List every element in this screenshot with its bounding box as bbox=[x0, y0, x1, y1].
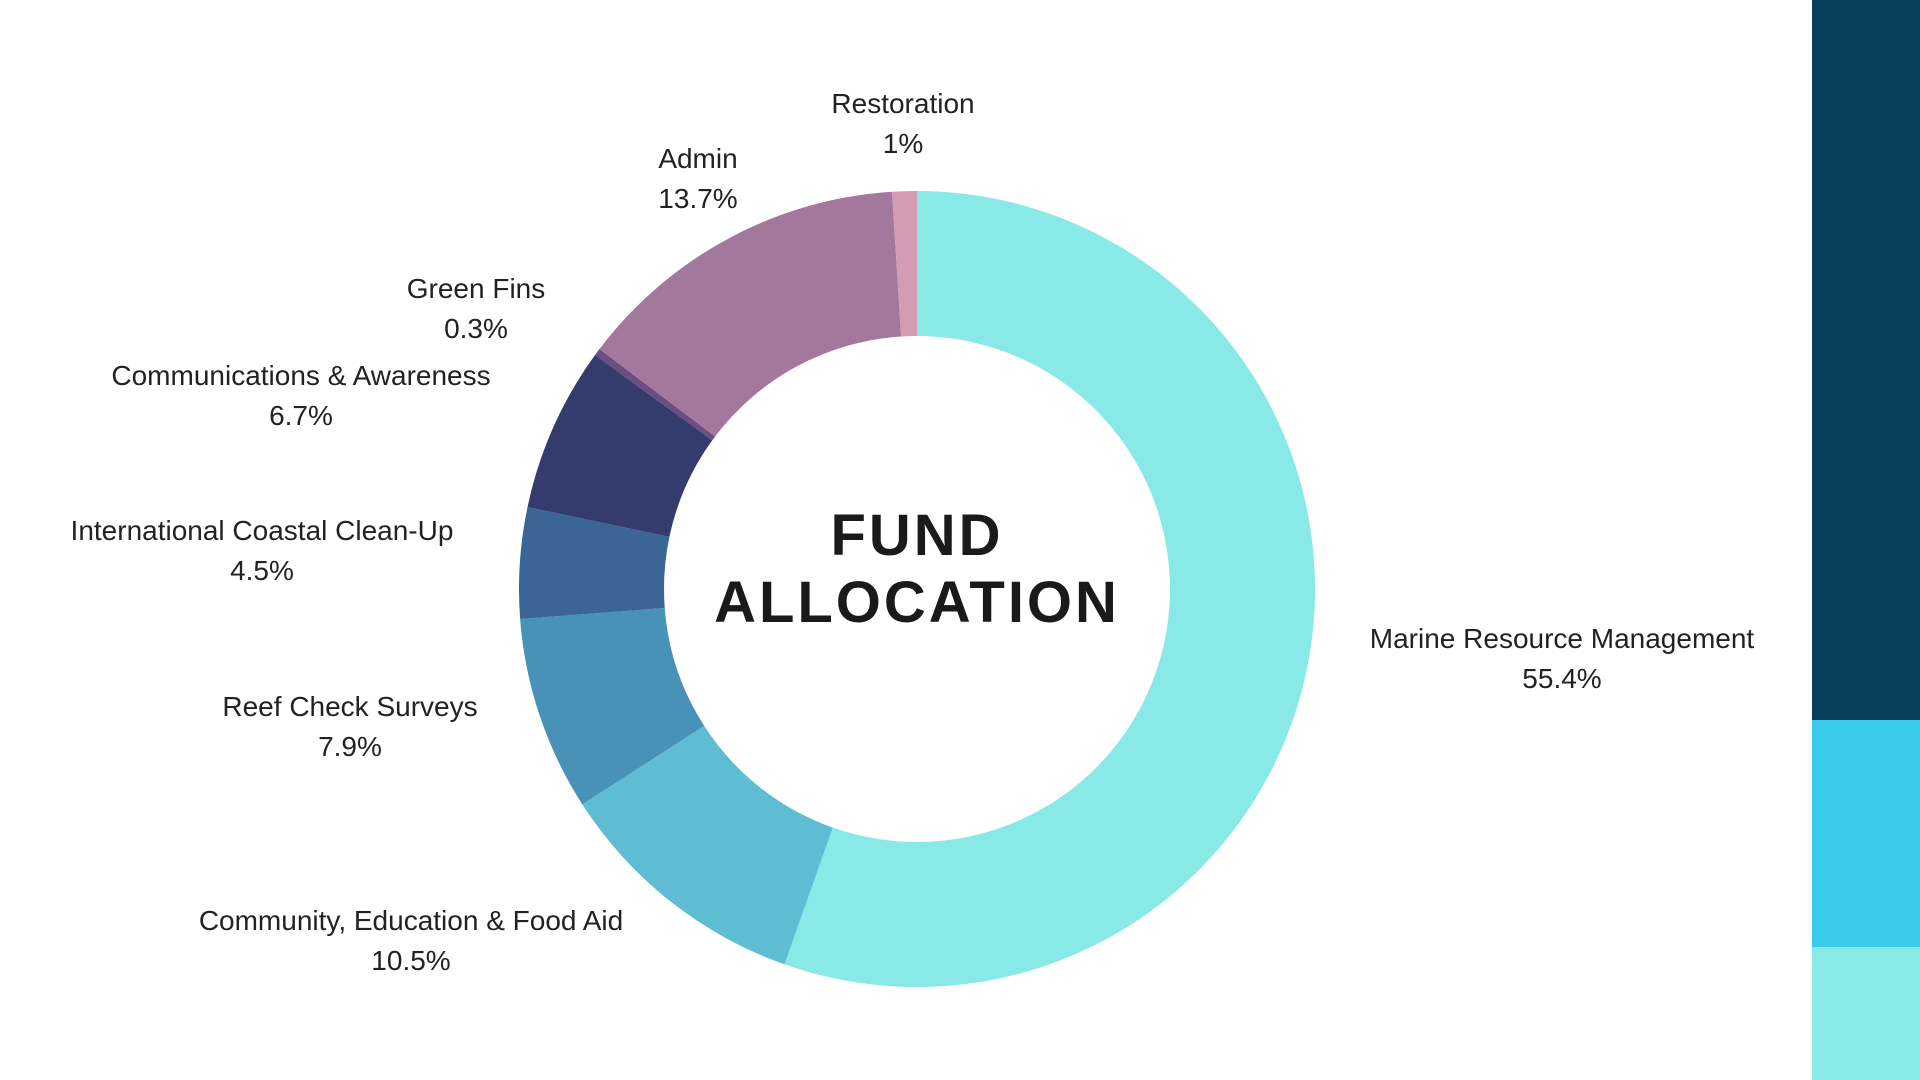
slice-international-coastal-clean-up bbox=[519, 507, 670, 619]
side-bar-middle bbox=[1812, 720, 1920, 947]
slice-label-percent: 10.5% bbox=[371, 945, 450, 976]
slice-green-fins bbox=[595, 349, 716, 441]
slice-admin bbox=[599, 191, 902, 437]
slice-label-percent: 0.3% bbox=[444, 313, 508, 344]
slice-label-percent: 1% bbox=[883, 128, 923, 159]
slice-label-percent: 13.7% bbox=[658, 183, 737, 214]
slice-reef-check-surveys bbox=[520, 608, 705, 805]
slice-label-name: International Coastal Clean-Up bbox=[71, 515, 454, 546]
slice-labels: Marine Resource Management 55.4% Community… bbox=[71, 88, 1755, 976]
slice-label-percent: 7.9% bbox=[318, 731, 382, 762]
slice-label-name: Admin bbox=[658, 143, 737, 174]
center-title: FUND ALLOCATION bbox=[714, 503, 1120, 635]
slice-community-education-food-aid bbox=[582, 725, 833, 965]
slice-label-name: Restoration bbox=[831, 88, 974, 119]
slice-label-name: Communications & Awareness bbox=[111, 360, 490, 391]
slice-label-name: Marine Resource Management bbox=[1370, 623, 1755, 654]
donut-slices bbox=[519, 191, 1316, 987]
center-title-line-1: FUND bbox=[830, 503, 1003, 568]
slice-label-percent: 4.5% bbox=[230, 555, 294, 586]
slice-label-name: Reef Check Surveys bbox=[222, 691, 477, 722]
side-bar-top bbox=[1812, 0, 1920, 720]
slice-marine-resource-management bbox=[784, 191, 1316, 987]
side-bar-bottom bbox=[1812, 947, 1920, 1080]
slice-restoration bbox=[892, 191, 917, 337]
slice-label-percent: 6.7% bbox=[269, 400, 333, 431]
center-title-line-2: ALLOCATION bbox=[714, 570, 1120, 635]
slice-label-name: Community, Education & Food Aid bbox=[199, 905, 623, 936]
slice-communications-awareness bbox=[527, 355, 713, 537]
slice-label-percent: 55.4% bbox=[1522, 663, 1601, 694]
slice-label-name: Green Fins bbox=[407, 273, 546, 304]
